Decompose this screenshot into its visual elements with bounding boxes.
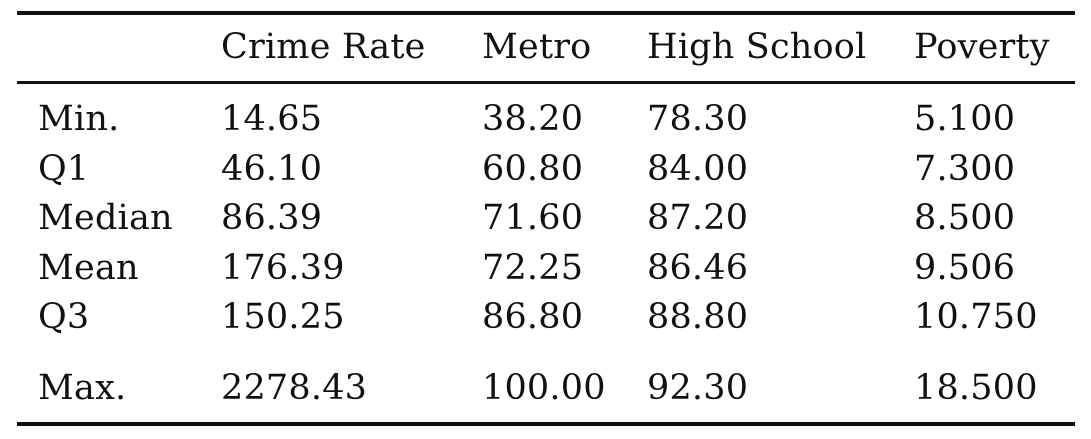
table-cell: 88.80	[647, 297, 749, 337]
table-cell: 72.25	[482, 248, 584, 288]
row-label: Max.	[38, 368, 127, 408]
table-cell: 84.00	[647, 149, 749, 189]
row-label: Q3	[38, 297, 90, 337]
summary-statistics-table: Crime Rate Metro High School Poverty Min…	[17, 11, 1075, 427]
table-cell: 10.750	[914, 297, 1038, 337]
table-cell: 92.30	[647, 368, 749, 408]
header-cell-metro: Metro	[482, 27, 592, 67]
table-cell: 38.20	[482, 99, 584, 139]
table-cell: 78.30	[647, 99, 749, 139]
header-cell-poverty: Poverty	[914, 27, 1050, 67]
table-cell: 5.100	[914, 99, 1016, 139]
header-cell-high-school: High School	[647, 27, 867, 67]
table-cell: 18.500	[914, 368, 1038, 408]
table-cell: 9.506	[914, 248, 1016, 288]
row-label: Q1	[38, 149, 90, 189]
table-cell: 86.80	[482, 297, 584, 337]
row-label: Min.	[38, 99, 120, 139]
table-cell: 86.39	[221, 198, 323, 238]
table-cell: 60.80	[482, 149, 584, 189]
table-cell: 86.46	[647, 248, 749, 288]
table-cell: 2278.43	[221, 368, 368, 408]
table-cell: 87.20	[647, 198, 749, 238]
table-cell: 8.500	[914, 198, 1016, 238]
row-label: Mean	[38, 248, 139, 288]
table-cell: 176.39	[221, 248, 345, 288]
table-cell: 14.65	[221, 99, 323, 139]
header-cell-crime-rate: Crime Rate	[221, 27, 426, 67]
table-cell: 7.300	[914, 149, 1016, 189]
table-cell: 150.25	[221, 297, 345, 337]
top-rule	[17, 11, 1075, 15]
table-cell: 100.00	[482, 368, 606, 408]
header-rule	[17, 81, 1075, 84]
table-cell: 71.60	[482, 198, 584, 238]
bottom-rule	[17, 422, 1075, 426]
table-cell: 46.10	[221, 149, 323, 189]
row-label: Median	[38, 198, 173, 238]
